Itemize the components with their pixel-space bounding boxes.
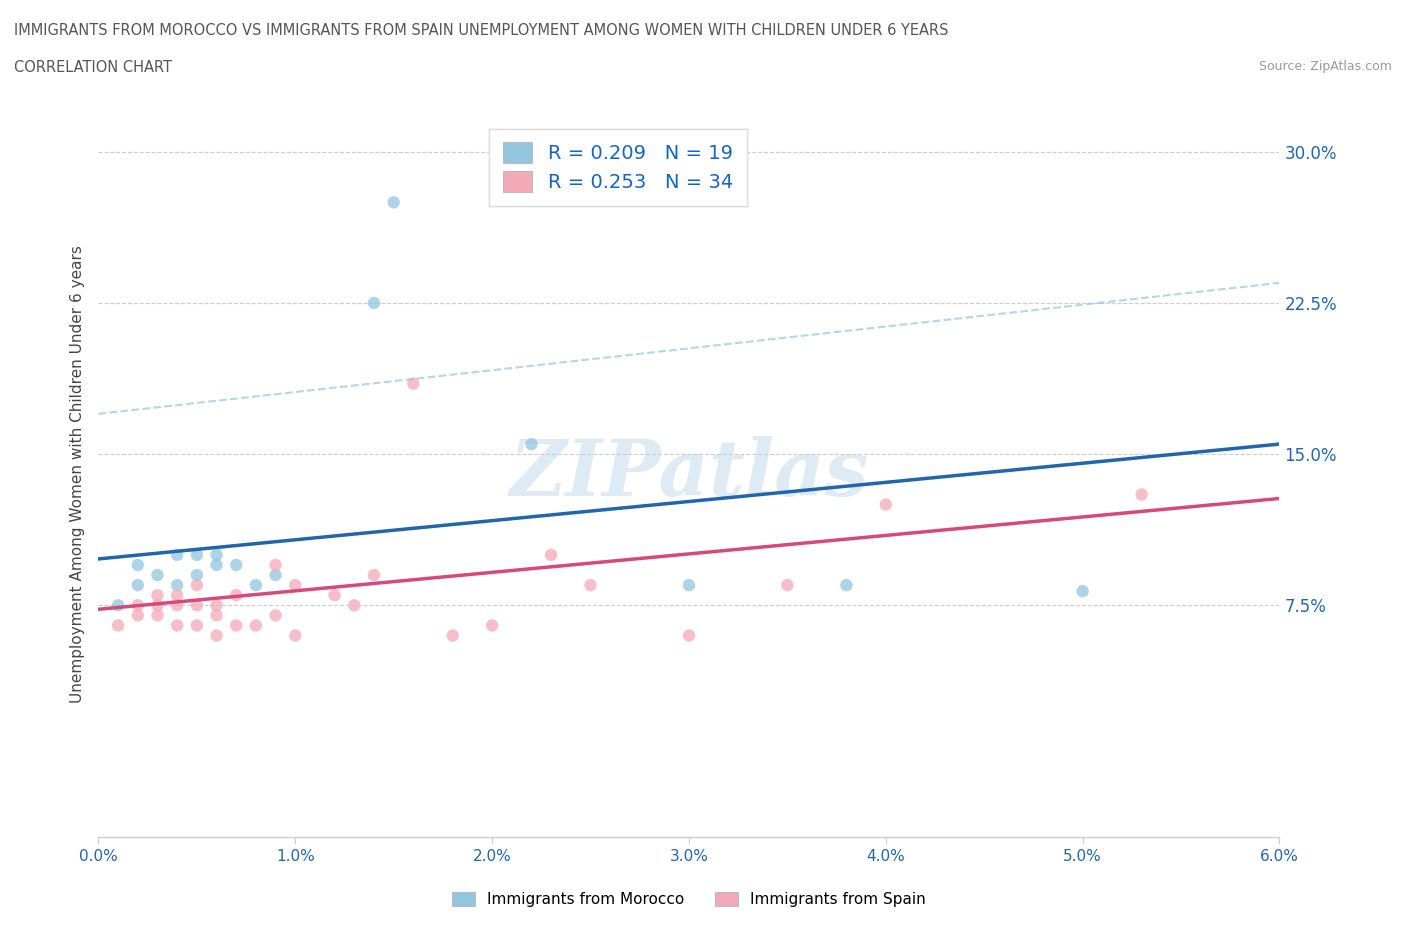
Point <box>678 578 700 592</box>
Point <box>264 608 287 623</box>
Point <box>363 296 385 311</box>
Point <box>186 578 208 592</box>
Text: CORRELATION CHART: CORRELATION CHART <box>14 60 172 75</box>
Point <box>107 618 129 633</box>
Point <box>441 628 464 643</box>
Point <box>186 567 208 582</box>
Point <box>166 618 188 633</box>
Point <box>363 567 385 582</box>
Point <box>205 628 228 643</box>
Point <box>186 618 208 633</box>
Point <box>146 598 169 613</box>
Point <box>127 598 149 613</box>
Point <box>343 598 366 613</box>
Point <box>127 578 149 592</box>
Point <box>166 588 188 603</box>
Point <box>225 558 247 573</box>
Point <box>127 558 149 573</box>
Point <box>678 628 700 643</box>
Point <box>166 598 188 613</box>
Point <box>186 598 208 613</box>
Point <box>166 548 188 563</box>
Point <box>146 567 169 582</box>
Point <box>225 588 247 603</box>
Point <box>146 608 169 623</box>
Text: Source: ZipAtlas.com: Source: ZipAtlas.com <box>1258 60 1392 73</box>
Point <box>382 195 405 210</box>
Point <box>205 598 228 613</box>
Point <box>540 548 562 563</box>
Point <box>835 578 858 592</box>
Text: IMMIGRANTS FROM MOROCCO VS IMMIGRANTS FROM SPAIN UNEMPLOYMENT AMONG WOMEN WITH C: IMMIGRANTS FROM MOROCCO VS IMMIGRANTS FR… <box>14 23 949 38</box>
Point <box>225 618 247 633</box>
Point <box>107 598 129 613</box>
Point <box>1071 584 1094 599</box>
Text: ZIPatlas: ZIPatlas <box>509 436 869 512</box>
Point <box>481 618 503 633</box>
Point <box>127 608 149 623</box>
Point <box>1130 487 1153 502</box>
Point <box>205 608 228 623</box>
Point <box>776 578 799 592</box>
Point <box>284 578 307 592</box>
Point <box>284 628 307 643</box>
Point <box>146 588 169 603</box>
Legend: R = 0.209   N = 19, R = 0.253   N = 34: R = 0.209 N = 19, R = 0.253 N = 34 <box>489 128 747 206</box>
Point <box>245 578 267 592</box>
Point <box>245 618 267 633</box>
Point <box>166 578 188 592</box>
Point <box>875 498 897 512</box>
Point <box>402 377 425 392</box>
Point <box>520 437 543 452</box>
Point <box>323 588 346 603</box>
Point <box>264 567 287 582</box>
Point <box>579 578 602 592</box>
Point <box>205 548 228 563</box>
Y-axis label: Unemployment Among Women with Children Under 6 years: Unemployment Among Women with Children U… <box>69 246 84 703</box>
Point <box>186 548 208 563</box>
Point <box>264 558 287 573</box>
Legend: Immigrants from Morocco, Immigrants from Spain: Immigrants from Morocco, Immigrants from… <box>446 885 932 913</box>
Point <box>205 558 228 573</box>
